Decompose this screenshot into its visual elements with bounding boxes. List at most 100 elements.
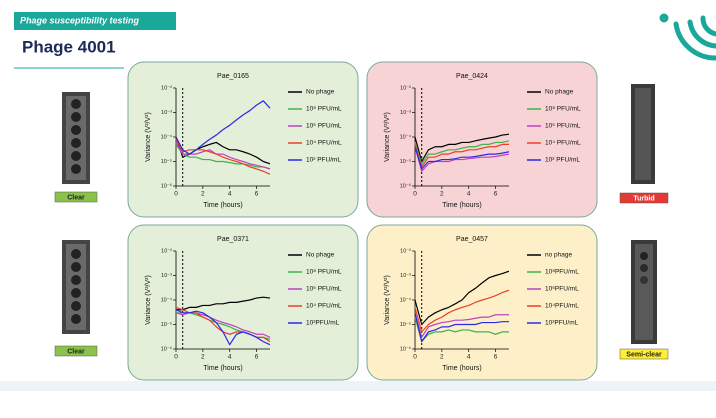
result-label: Clear (67, 194, 85, 201)
x-tick-label: 6 (255, 191, 259, 198)
slide-title: Phage 4001 (22, 37, 116, 56)
y-tick-label: 10⁻⁶ (400, 345, 411, 352)
series-line (175, 100, 271, 155)
x-tick-label: 2 (440, 191, 444, 198)
result-label: Semi-clear (626, 351, 662, 358)
series-line (175, 309, 271, 346)
result-badge (619, 192, 669, 204)
series-line (414, 133, 510, 163)
x-tick-label: 0 (174, 354, 178, 361)
x-tick-label: 4 (467, 191, 471, 198)
y-tick-label: 10⁻³ (400, 110, 411, 116)
series-line (414, 312, 509, 343)
chart-title: Pae_0424 (456, 73, 488, 80)
x-axis-label: Time (hours) (442, 202, 481, 209)
x-tick-label: 2 (440, 354, 444, 361)
x-tick-label: 4 (228, 354, 232, 361)
x-tick-label: 0 (413, 354, 417, 361)
y-tick-label: 10⁻⁶ (161, 182, 172, 189)
x-tick-label: 0 (413, 191, 417, 198)
series-line (414, 140, 510, 165)
legend-label: 10⁸PFU/mL (545, 269, 579, 276)
x-axis-label: Time (hours) (203, 365, 242, 372)
y-tick-label: 10⁻⁵ (161, 158, 172, 165)
legend-label: 10⁸ PFU/mL (306, 269, 342, 276)
header-tag-bg (14, 12, 176, 30)
y-axis-label: Variance (V²/V²) (384, 112, 391, 162)
y-tick-label: 10⁻³ (161, 110, 172, 116)
y-tick-label: 10⁻⁵ (161, 321, 172, 328)
chart-title: Pae_0371 (217, 236, 249, 243)
x-tick-label: 6 (494, 191, 498, 198)
y-axis-label: Variance (V²/V²) (145, 112, 152, 162)
result-badge (619, 348, 669, 360)
legend-label: 10²PFU/mL (545, 320, 579, 327)
legend-label: 10⁶ PFU/mL (306, 286, 342, 293)
y-tick-label: 10⁻³ (161, 273, 172, 279)
result-label: Turbid (633, 195, 654, 202)
x-tick-label: 0 (174, 191, 178, 198)
series-line (414, 143, 509, 168)
x-tick-label: 4 (228, 191, 232, 198)
chart-title: Pae_0457 (456, 236, 488, 243)
legend-label: 10² PFU/mL (545, 157, 580, 164)
series-line (175, 144, 271, 170)
plate-image (631, 240, 657, 344)
x-tick-label: 6 (255, 354, 259, 361)
y-tick-label: 10⁻³ (400, 273, 411, 279)
legend-label: 10⁴ PFU/mL (306, 303, 342, 310)
x-tick-label: 2 (201, 354, 205, 361)
series-line (414, 316, 509, 343)
y-axis-label: Variance (V²/V²) (384, 275, 391, 325)
legend-label: No phage (545, 89, 574, 96)
legend-label: 10⁸ PFU/mL (545, 106, 581, 113)
y-tick-label: 10⁻⁴ (400, 133, 412, 140)
x-tick-label: 4 (467, 354, 471, 361)
legend-label: 10⁶ PFU/mL (545, 123, 581, 130)
y-tick-label: 10⁻² (161, 85, 172, 91)
series-line (175, 142, 271, 170)
legend-label: 10²PFU/mL (306, 320, 340, 327)
y-tick-label: 10⁻⁶ (400, 182, 411, 189)
y-axis-label: Variance (V²/V²) (145, 275, 152, 325)
chart-title: Pae_0165 (217, 73, 249, 80)
x-axis-label: Time (hours) (203, 202, 242, 209)
series-line (176, 296, 271, 311)
x-tick-label: 2 (201, 191, 205, 198)
series-line (414, 312, 509, 338)
legend-label: 10⁴ PFU/mL (545, 140, 581, 147)
legend-label: 10² PFU/mL (306, 157, 341, 164)
header-tag: Phage susceptibility testing (20, 15, 140, 25)
legend-label: 10⁶PFU/mL (545, 286, 579, 293)
result-badge (54, 191, 98, 203)
series-line (414, 146, 510, 172)
y-tick-label: 10⁻⁴ (161, 133, 173, 140)
plate-image (631, 84, 655, 184)
result-badge (54, 345, 98, 357)
y-tick-label: 10⁻⁵ (400, 158, 411, 165)
y-tick-label: 10⁻⁴ (161, 296, 173, 303)
chart-panel (366, 224, 598, 381)
chart-panel (127, 61, 359, 218)
logo (659, 13, 716, 61)
series-line (414, 146, 510, 170)
plate-image (62, 240, 90, 334)
legend-label: 10⁴ PFU/mL (306, 140, 342, 147)
x-tick-label: 6 (494, 354, 498, 361)
legend-label: 10⁴PFU/mL (545, 303, 579, 310)
series-line (414, 270, 510, 326)
y-tick-label: 10⁻⁶ (161, 345, 172, 352)
series-line (175, 139, 271, 175)
legend-label: no phage (545, 252, 572, 259)
legend-label: 10⁸ PFU/mL (306, 106, 342, 113)
chart-panel (127, 224, 359, 381)
y-tick-label: 10⁻⁴ (400, 296, 412, 303)
x-axis-label: Time (hours) (442, 365, 481, 372)
footer-band (0, 381, 716, 391)
y-tick-label: 10⁻⁵ (400, 321, 411, 328)
result-label: Clear (67, 348, 85, 355)
legend-label: No phage (306, 252, 335, 259)
legend-label: No phage (306, 89, 335, 96)
y-tick-label: 10⁻² (400, 85, 411, 91)
